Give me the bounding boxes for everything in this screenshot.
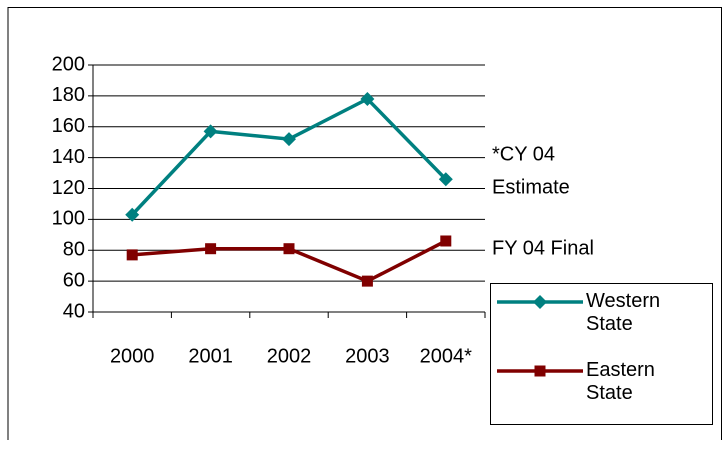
chart-frame <box>7 7 722 440</box>
marker <box>534 365 546 377</box>
marker <box>360 91 375 106</box>
y-tick-label: 180 <box>52 84 85 106</box>
y-tick-label: 160 <box>52 115 85 137</box>
legend-box <box>490 283 713 425</box>
marker <box>126 249 138 261</box>
x-tick-label: 2004* <box>420 345 472 367</box>
series-line <box>130 96 448 216</box>
y-tick-label: 120 <box>52 177 85 199</box>
marker <box>533 295 547 309</box>
legend-label: Western State <box>586 290 661 335</box>
x-tick-label: 2000 <box>110 345 155 367</box>
marker <box>438 172 453 187</box>
marker <box>203 124 218 139</box>
legend-label: Eastern State <box>586 359 655 404</box>
annotation: *CY 04 <box>492 143 555 165</box>
marker <box>361 275 373 287</box>
marker <box>283 243 295 255</box>
annotation: Estimate <box>492 176 570 198</box>
x-tick-label: 2002 <box>267 345 312 367</box>
marker <box>205 243 217 255</box>
marker <box>282 132 296 147</box>
x-tick-label: 2001 <box>188 345 233 367</box>
x-tick-label: 2003 <box>345 345 390 367</box>
marker <box>125 207 140 222</box>
y-tick-label: 100 <box>52 208 85 230</box>
annotation: FY 04 Final <box>492 237 594 259</box>
y-tick-label: 60 <box>63 269 85 291</box>
marker <box>440 235 452 247</box>
y-tick-label: 200 <box>52 53 85 75</box>
y-tick-label: 40 <box>63 300 85 322</box>
y-tick-label: 80 <box>63 239 85 261</box>
y-tick-label: 140 <box>52 146 85 168</box>
